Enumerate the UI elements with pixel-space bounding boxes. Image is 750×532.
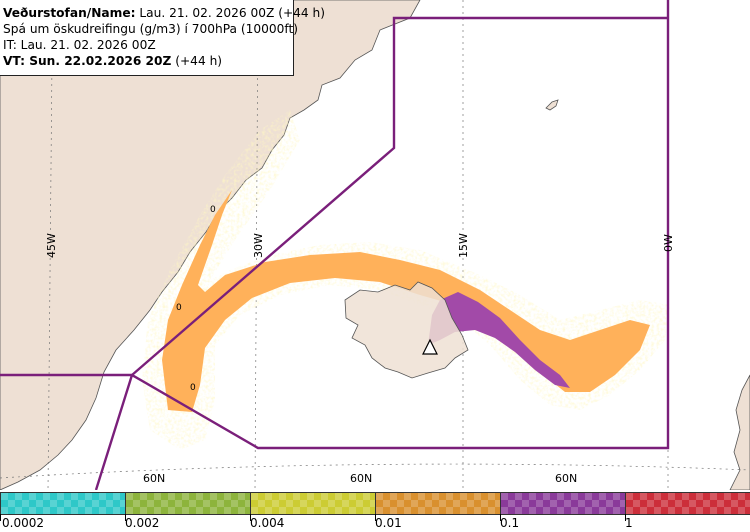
legend-swatch-0 [0, 492, 126, 515]
meridian-label-45w: 45W [45, 233, 58, 258]
legend-tick-3 [375, 514, 376, 521]
legend-label-0: 0.0002 [2, 516, 44, 530]
info-line-4: VT: Sun. 22.02.2026 20Z (+44 h) [3, 54, 223, 68]
legend-label-4: 0.1 [500, 516, 520, 530]
legend-tick-0 [0, 514, 1, 521]
legend-swatch-2 [250, 492, 376, 515]
legend-swatch-4 [500, 492, 626, 515]
jan-mayen-island [545, 99, 559, 111]
parallel-label-1: 60N [143, 472, 165, 485]
volcano-triangle-icon [422, 338, 438, 355]
meridian-label-15w: 15W [457, 233, 470, 258]
contour-label-2: 0 [176, 303, 182, 313]
legend-tick-5 [625, 514, 626, 521]
meridian-label-0w: 0W [662, 234, 675, 252]
info-line-2: Spá um öskudreifingu (g/m3) í 700hPa (10… [3, 22, 298, 36]
forecast-info-box: Veðurstofan/Name: Lau. 21. 02. 2026 00Z … [0, 0, 326, 76]
legend-tick-2 [250, 514, 251, 521]
legend-label-5: 1 [625, 516, 633, 530]
legend-label-2: 0.004 [250, 516, 285, 530]
legend-swatch-3 [375, 492, 501, 515]
norway-coast [729, 374, 750, 490]
legend-label-3: 0.01 [375, 516, 402, 530]
info-line-1: Veðurstofan/Name: Lau. 21. 02. 2026 00Z … [3, 6, 326, 20]
fir-boundary [0, 0, 670, 490]
contour-label-3: 0 [190, 383, 196, 393]
meridian-label-30w: 30W [252, 233, 265, 258]
ash-cloud [142, 110, 670, 450]
legend-label-1: 0.002 [125, 516, 160, 530]
legend-tick-1 [125, 514, 126, 521]
legend-tick-4 [500, 514, 501, 521]
info-line-3: IT: Lau. 21. 02. 2026 00Z [3, 38, 156, 52]
contour-label-1: 0 [210, 205, 216, 215]
parallel-label-3: 60N [555, 472, 577, 485]
ash-dispersion-map[interactable]: 45W 30W 15W 0W 60N 60N 60N 0 0 0 [0, 0, 750, 490]
legend-swatch-5 [625, 492, 750, 515]
concentration-legend: 0.0002 0.002 0.004 0.01 0.1 1 [0, 490, 750, 532]
legend-swatch-1 [125, 492, 251, 515]
parallel-label-2: 60N [350, 472, 372, 485]
